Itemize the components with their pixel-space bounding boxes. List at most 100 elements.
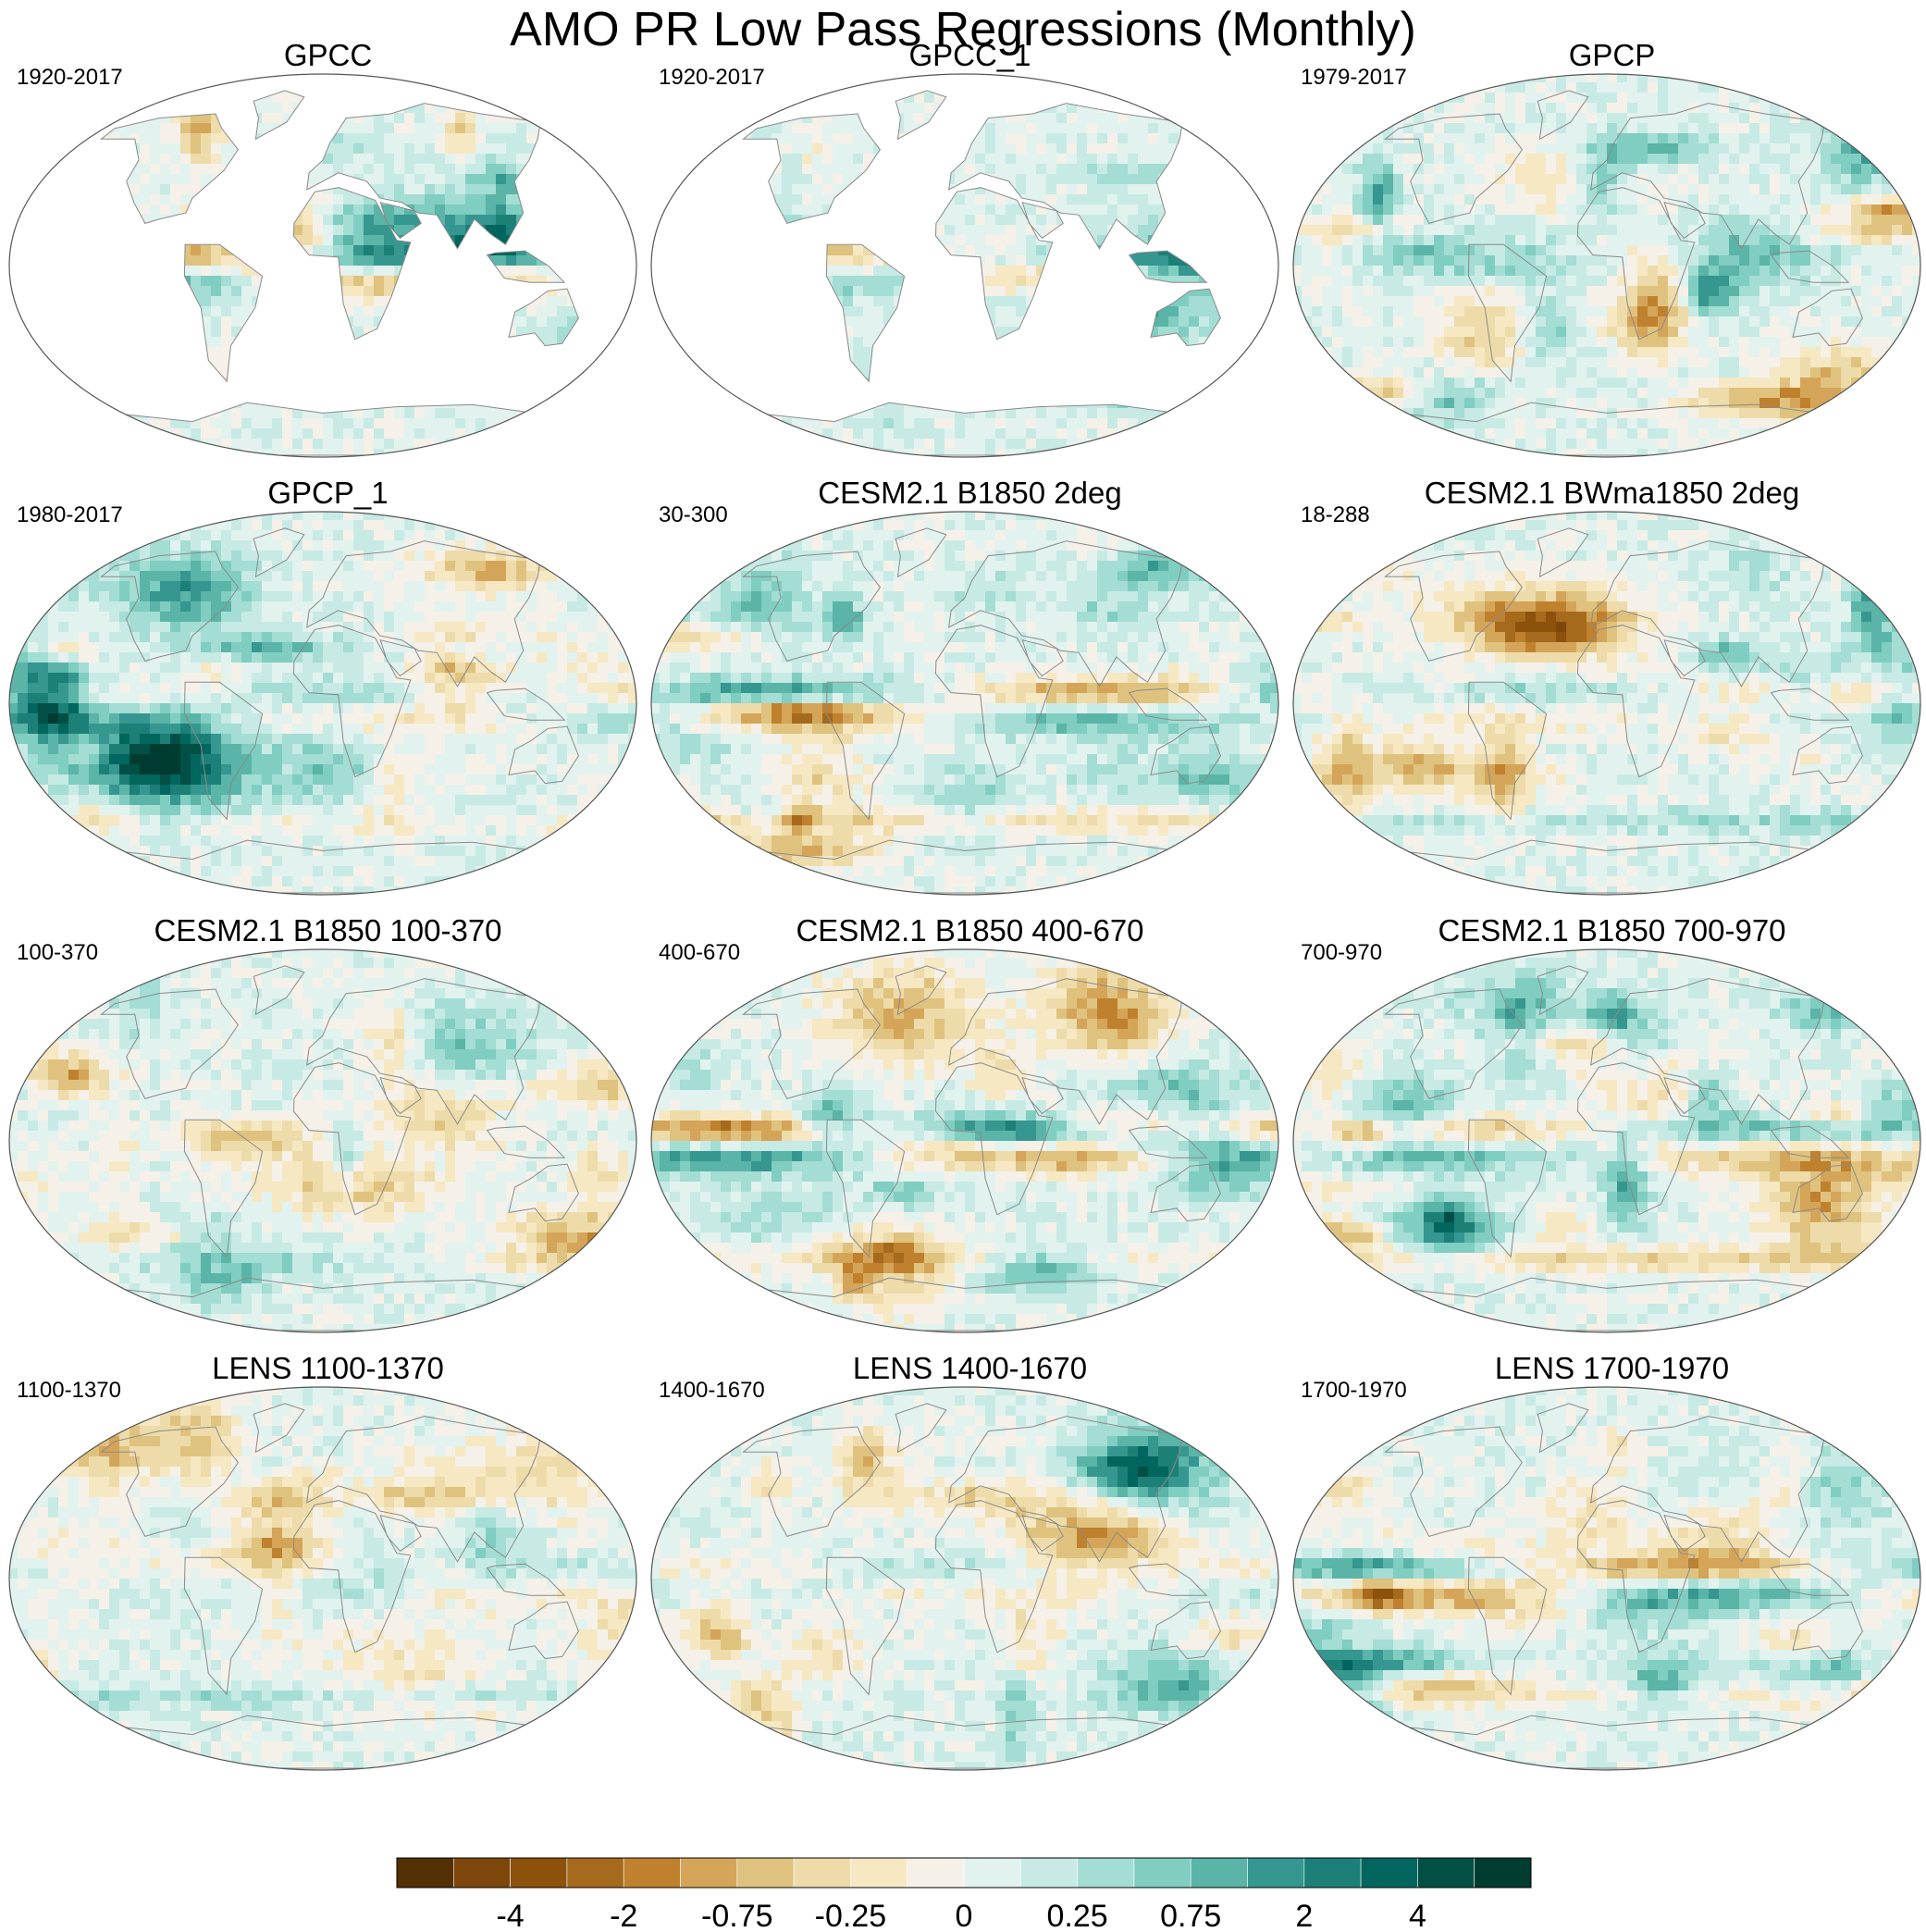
world-map — [1292, 948, 1921, 1333]
coastline — [742, 1403, 1221, 1769]
map-panel: CESM2.1 B1850 100-370 100-370 — [7, 912, 648, 1338]
panel-year-range: 30-300 — [659, 502, 728, 528]
colorbar-tick-label: 0.25 — [1047, 1899, 1108, 1932]
coastline — [742, 527, 1221, 894]
map-panel: CESM2.1 BWma1850 2deg 18-288 — [1291, 475, 1926, 900]
panel-year-range: 1700-1970 — [1301, 1378, 1407, 1404]
panel-title: GPCP — [1291, 37, 1926, 74]
map-panel: CESM2.1 B1850 700-970 700-970 — [1291, 912, 1926, 1338]
world-map — [650, 73, 1279, 458]
coastline — [100, 965, 579, 1331]
map-border — [8, 73, 637, 458]
colorbar-tick-label: 0.75 — [1160, 1899, 1221, 1932]
panel-year-range: 100-370 — [17, 940, 98, 966]
map-border — [8, 948, 637, 1333]
colorbar-tick-label: 0 — [956, 1899, 973, 1932]
colorbar-box — [1360, 1857, 1418, 1889]
colorbar-box — [850, 1857, 908, 1889]
panel-year-range: 700-970 — [1301, 940, 1382, 966]
colorbar-box — [680, 1857, 738, 1889]
panel-title: CESM2.1 B1850 2deg — [649, 475, 1290, 512]
panel-title: LENS 1100-1370 — [7, 1350, 648, 1387]
world-map — [8, 1386, 637, 1771]
map-border — [650, 511, 1279, 896]
colorbar-box — [963, 1857, 1021, 1889]
colorbar-box — [1133, 1857, 1191, 1889]
map-border — [650, 948, 1279, 1333]
map-panel: GPCP 1979-2017 — [1291, 37, 1926, 463]
world-map — [650, 948, 1279, 1333]
panel-year-range: 1920-2017 — [17, 65, 123, 91]
colorbar-box — [1474, 1857, 1532, 1889]
map-border — [8, 1386, 637, 1771]
coastline — [742, 965, 1221, 1331]
map-border — [1292, 511, 1921, 896]
world-map — [8, 948, 637, 1333]
map-border — [1292, 948, 1921, 1333]
panel-year-range: 1979-2017 — [1301, 65, 1407, 91]
colorbar-box — [510, 1857, 568, 1889]
world-map — [1292, 73, 1921, 458]
figure-title: AMO PR Low Pass Regressions (Monthly) — [0, 2, 1926, 57]
colorbar-box — [793, 1857, 851, 1889]
map-panel: LENS 1700-1970 1700-1970 — [1291, 1350, 1926, 1776]
regression-field — [1293, 949, 1920, 1332]
colorbar-box — [1077, 1857, 1135, 1889]
colorbar-box — [1303, 1857, 1362, 1889]
panel-title: CESM2.1 B1850 400-670 — [649, 912, 1290, 949]
colorbar-box — [1247, 1857, 1305, 1889]
panel-year-range: 1100-1370 — [17, 1378, 121, 1404]
colorbar-box — [452, 1857, 511, 1889]
colorbar-tick-label: -0.25 — [815, 1899, 887, 1932]
colorbar-box — [623, 1857, 681, 1889]
panel-title: CESM2.1 B1850 100-370 — [7, 912, 648, 949]
panel-title: LENS 1700-1970 — [1291, 1350, 1926, 1387]
colorbar-outline — [396, 1857, 1532, 1889]
colorbar-box — [1020, 1857, 1078, 1889]
panel-year-range: 400-670 — [659, 940, 740, 966]
colorbar-box — [1190, 1857, 1248, 1889]
map-border — [1292, 73, 1921, 458]
colorbar-tick-label: 4 — [1409, 1899, 1426, 1932]
coastline — [100, 90, 579, 456]
colorbar-box — [1417, 1857, 1475, 1889]
world-map — [1292, 1386, 1921, 1771]
coastline — [742, 90, 1221, 456]
map-panel: GPCP_1 1980-2017 — [7, 475, 648, 900]
coastline — [100, 527, 579, 894]
coastline — [1384, 90, 1863, 456]
map-border — [650, 73, 1279, 458]
map-panel: LENS 1100-1370 1100-1370 — [7, 1350, 648, 1776]
map-border — [1292, 1386, 1921, 1771]
coastline — [100, 1403, 579, 1769]
colorbar-box — [907, 1857, 965, 1889]
map-border — [650, 1386, 1279, 1771]
world-map — [8, 511, 637, 896]
map-border — [8, 511, 637, 896]
colorbar-box — [396, 1857, 454, 1889]
world-map — [650, 1386, 1279, 1771]
world-map — [1292, 511, 1921, 896]
colorbar-tick-label: -0.75 — [701, 1899, 773, 1932]
panel-year-range: 1920-2017 — [659, 65, 765, 91]
panel-year-range: 1980-2017 — [17, 502, 123, 528]
colorbar-boxes — [396, 1857, 1532, 1889]
map-panel: GPCC 1920-2017 — [7, 37, 648, 463]
panel-year-range: 18-288 — [1301, 502, 1370, 528]
coastline — [1384, 1403, 1863, 1769]
panel-title: GPCC_1 — [649, 37, 1290, 74]
map-panel: CESM2.1 B1850 2deg 30-300 — [649, 475, 1290, 900]
coastline — [1384, 527, 1863, 894]
map-panel: LENS 1400-1670 1400-1670 — [649, 1350, 1290, 1776]
panel-title: CESM2.1 B1850 700-970 — [1291, 912, 1926, 949]
world-map — [650, 511, 1279, 896]
panel-year-range: 1400-1670 — [659, 1378, 765, 1404]
world-map — [8, 73, 637, 458]
colorbar-labels: -4 -2 -0.75 -0.25 0 0.25 0.75 2 4 — [496, 1899, 1426, 1932]
panel-title: CESM2.1 BWma1850 2deg — [1291, 475, 1926, 512]
colorbar-box — [566, 1857, 624, 1889]
map-panel: CESM2.1 B1850 400-670 400-670 — [649, 912, 1290, 1338]
colorbar-tick-label: 2 — [1295, 1899, 1313, 1932]
colorbar-tick-label: -2 — [610, 1899, 637, 1932]
colorbar-tick-label: -4 — [496, 1899, 524, 1932]
